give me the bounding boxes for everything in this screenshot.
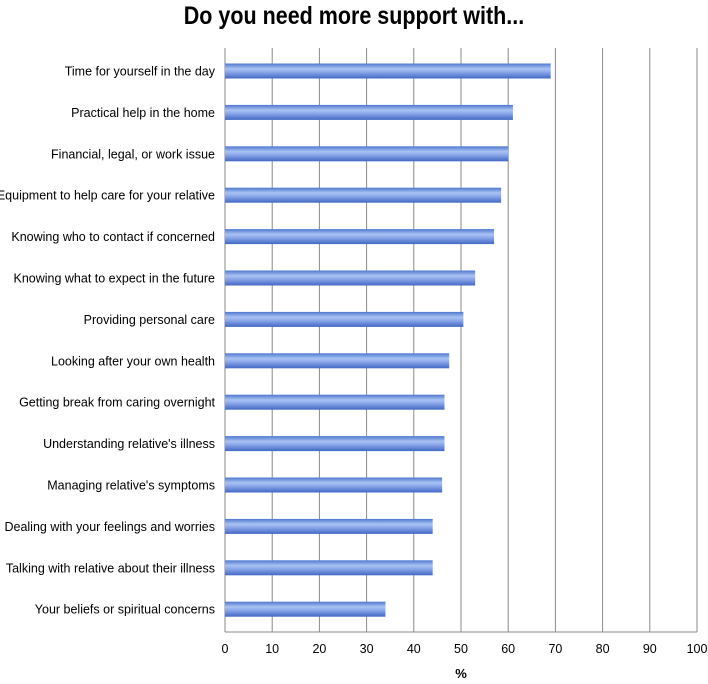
bar [225, 146, 509, 162]
category-label: Understanding relative's illness [43, 437, 215, 451]
bar [225, 601, 386, 617]
x-tick-label: 0 [222, 642, 229, 656]
bar [225, 394, 445, 410]
category-label: Equipment to help care for your relative [0, 189, 215, 203]
x-tick-label: 50 [454, 642, 468, 656]
category-label: Providing personal care [84, 313, 215, 327]
bar [225, 270, 476, 286]
bar [225, 63, 551, 79]
x-tick-label: 40 [407, 642, 421, 656]
x-tick-label: 30 [360, 642, 374, 656]
x-tick-label: 90 [643, 642, 657, 656]
category-label: Talking with relative about their illnes… [6, 561, 215, 575]
category-label: Managing relative's symptoms [47, 479, 215, 493]
bar [225, 518, 433, 534]
bar [225, 311, 464, 327]
x-axis-label: % [455, 666, 467, 681]
bar [225, 104, 513, 120]
x-axis-ticks: 0 10 20 30 40 50 60 70 80 90 100 [222, 642, 708, 656]
x-tick-label: 20 [312, 642, 326, 656]
chart-title: Do you need more support with... [183, 2, 525, 30]
bar [225, 560, 433, 576]
bars [225, 63, 551, 617]
category-label: Looking after your own health [51, 354, 215, 368]
bar [225, 436, 445, 452]
category-label: Knowing who to contact if concerned [11, 230, 215, 244]
bar [225, 477, 443, 493]
category-label: Time for yourself in the day [65, 65, 216, 79]
bar [225, 187, 502, 203]
x-tick-label: 80 [596, 642, 610, 656]
category-labels: Time for yourself in the day Practical he… [0, 65, 216, 617]
category-label: Dealing with your feelings and worries [4, 520, 215, 534]
category-label: Practical help in the home [71, 106, 215, 120]
x-tick-label: 60 [501, 642, 515, 656]
category-label: Your beliefs or spiritual concerns [35, 603, 215, 617]
x-tick-label: 70 [548, 642, 562, 656]
x-tick-label: 100 [687, 642, 708, 656]
bar [225, 229, 495, 245]
x-tick-label: 10 [265, 642, 279, 656]
category-label: Knowing what to expect in the future [13, 272, 215, 286]
category-label: Financial, legal, or work issue [51, 147, 215, 161]
gridlines [224, 48, 698, 633]
bar [225, 353, 450, 369]
category-label: Getting break from caring overnight [19, 396, 215, 410]
